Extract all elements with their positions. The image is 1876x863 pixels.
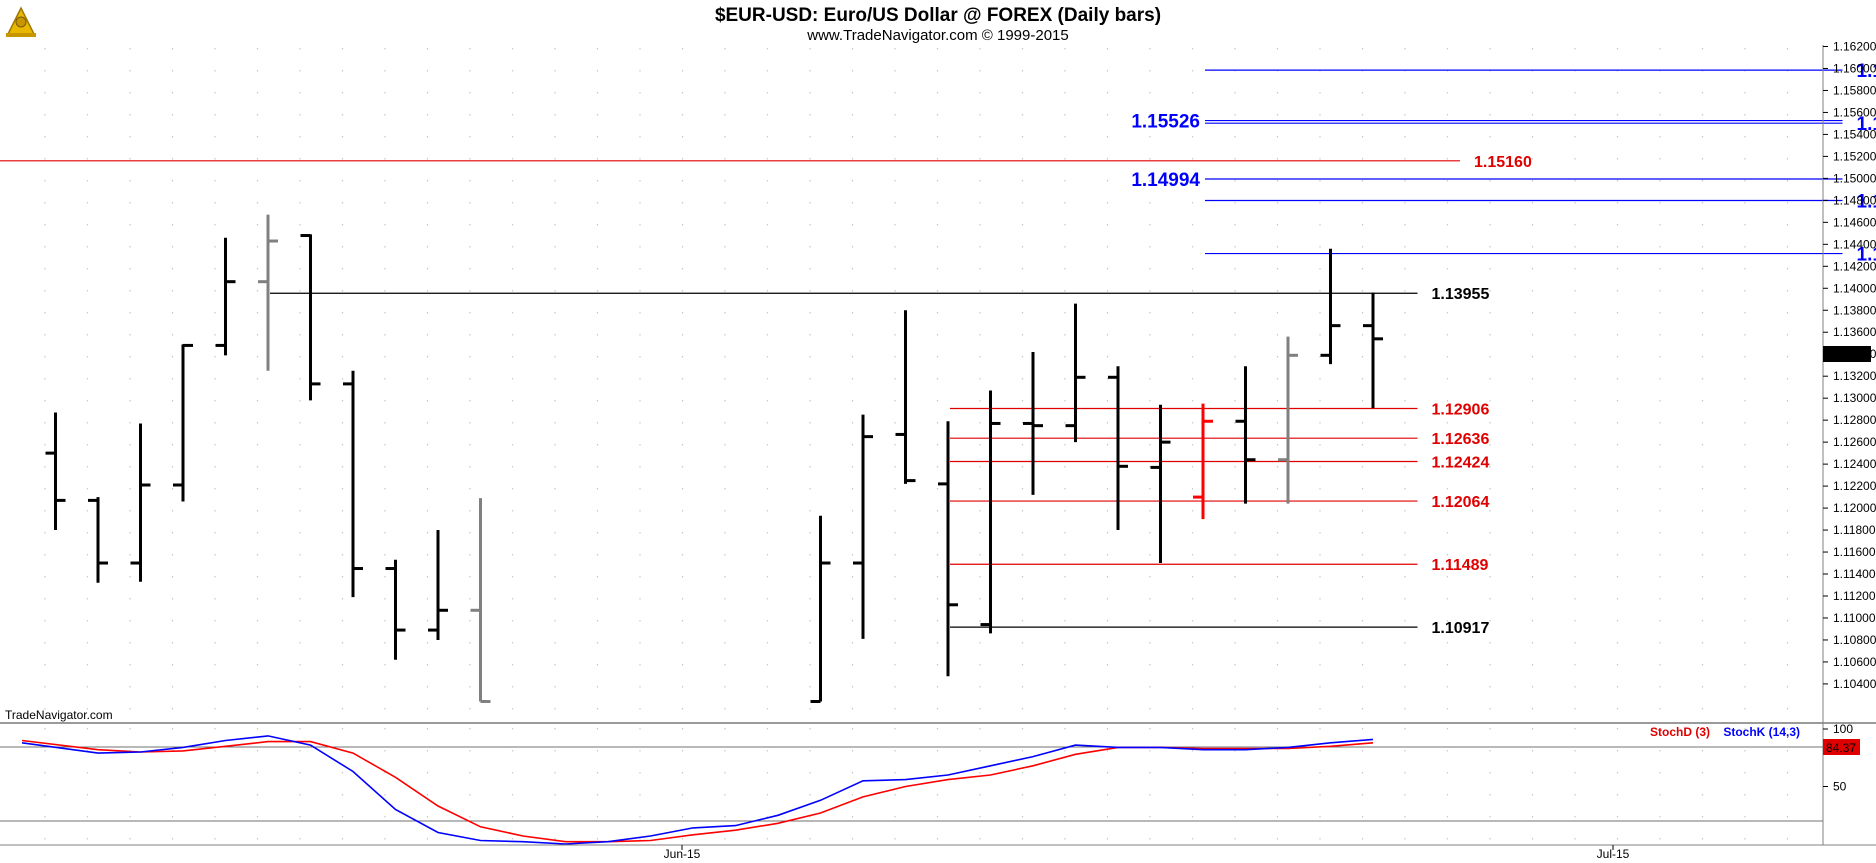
ohlc-bar-20 (1193, 403, 1213, 520)
ohlc-bar-22 (1278, 336, 1298, 504)
ohlc-bar-12 (853, 414, 873, 639)
price-tick-4: 1.15400 (1833, 127, 1876, 141)
ohlc-bar-18 (1108, 366, 1128, 531)
ohlc-bar-11 (810, 515, 831, 703)
date-axis[interactable]: Jun-15 Jul-15 (0, 844, 1876, 861)
level-lines (0, 69, 1843, 628)
level-label-8: 1.12906 (1432, 402, 1490, 419)
ohlc-bar-19 (1150, 404, 1171, 564)
date-label-jun: Jun-15 (664, 847, 701, 861)
price-tick-23: 1.11600 (1833, 545, 1876, 559)
ohlc-bar-14 (938, 421, 958, 677)
level-label-5: 1.14799 (1857, 191, 1876, 212)
price-panel: 1.15985 1.15526 1.15502 1.15160 1.14994 1.147… (0, 45, 1876, 722)
ohlc-bar-7 (343, 370, 363, 598)
chart-title: $EUR-USD: Euro/US Dollar @ FOREX (Daily … (715, 5, 1161, 26)
price-plot-bg (0, 45, 1823, 722)
current-price-badge (1823, 346, 1871, 362)
level-label-11: 1.12064 (1432, 494, 1490, 511)
price-tick-17: 1.12800 (1833, 413, 1876, 427)
ohlc-bar-17 (1065, 303, 1086, 443)
level-label-6: 1.14316 (1857, 245, 1876, 266)
app-logo-icon[interactable] (2, 2, 40, 40)
price-tick-29: 1.10400 (1833, 677, 1876, 691)
date-label-jul: Jul-15 (1597, 847, 1630, 861)
price-tick-24: 1.11400 (1833, 567, 1876, 581)
ohlc-bar-15 (980, 390, 1001, 634)
ohlc-bar-3 (173, 343, 193, 502)
level-label-12: 1.11489 (1432, 557, 1489, 574)
ohlc-bar-13 (895, 310, 916, 484)
stoch-lines (21, 735, 1374, 845)
legend-stochk: StochK (14,3) (1723, 725, 1800, 739)
price-tick-2: 1.15800 (1833, 83, 1876, 97)
ohlc-bar-1 (88, 497, 108, 583)
level-label-1: 1.15526 (1131, 112, 1200, 133)
level-label-2: 1.15502 (1857, 114, 1876, 135)
level-labels: 1.15985 1.15526 1.15502 1.15160 1.14994 1.147… (1131, 61, 1876, 637)
stoch-line-1 (21, 735, 1374, 845)
price-tick-10: 1.14200 (1833, 259, 1876, 273)
price-tick-21: 1.12000 (1833, 501, 1876, 515)
price-tick-8: 1.14600 (1833, 215, 1876, 229)
price-tick-3: 1.15600 (1833, 105, 1876, 119)
price-tick-6: 1.15000 (1833, 171, 1876, 185)
price-tick-15: 1.13200 (1833, 369, 1876, 383)
ohlc-bar-4 (215, 237, 236, 356)
level-label-4: 1.14994 (1131, 170, 1200, 191)
ohlc-bar-23 (1320, 248, 1341, 365)
ohlc-bar-16 (1023, 352, 1043, 495)
stoch-line-0 (21, 739, 1374, 843)
header-bg (0, 0, 1876, 44)
ohlc-bar-9 (428, 530, 448, 640)
level-label-13: 1.10917 (1432, 620, 1490, 637)
current-stoch-label: 84.37 (1826, 741, 1856, 755)
price-tick-26: 1.11000 (1833, 611, 1876, 625)
level-label-9: 1.12636 (1432, 431, 1490, 448)
ohlc-bar-0 (45, 412, 66, 531)
legend-stochd: StochD (3) (1650, 725, 1710, 739)
price-tick-19: 1.12400 (1833, 457, 1876, 471)
stoch-hlines (0, 746, 1823, 822)
price-tick-22: 1.11800 (1833, 523, 1876, 537)
ohlc-bar-6 (300, 234, 321, 401)
price-tick-27: 1.10800 (1833, 633, 1876, 647)
ohlc-bar-2 (130, 423, 151, 582)
price-tick-11: 1.14000 (1833, 281, 1876, 295)
level-label-10: 1.12424 (1432, 454, 1490, 471)
price-tick-28: 1.10600 (1833, 655, 1876, 669)
ohlc-bar-5 (258, 214, 278, 371)
ohlc-bar-8 (385, 559, 406, 660)
price-tick-1: 1.16000 (1833, 61, 1876, 75)
stoch-tick-0: 100 (1833, 722, 1853, 736)
level-label-7: 1.13955 (1432, 286, 1490, 303)
price-tick-20: 1.12200 (1833, 479, 1876, 493)
price-tick-13: 1.13600 (1833, 325, 1876, 339)
price-tick-5: 1.15200 (1833, 149, 1876, 163)
watermark: TradeNavigator.com (5, 708, 113, 722)
price-tick-25: 1.11200 (1833, 589, 1876, 603)
stoch-panel: StochD (3) StochK (14,3) (0, 722, 1876, 845)
price-tick-18: 1.12600 (1833, 435, 1876, 449)
price-tick-12: 1.13800 (1833, 303, 1876, 317)
current-stoch-badge (1823, 739, 1860, 755)
level-label-0: 1.15985 (1857, 61, 1876, 82)
price-tick-9: 1.14400 (1833, 237, 1876, 251)
ohlc-bar-21 (1235, 366, 1256, 504)
level-label-3: 1.15160 (1474, 154, 1532, 171)
price-axis[interactable]: 1.16200 1.16000 1.15800 1.15600 1.15400 1.152… (1822, 39, 1876, 845)
price-tick-7: 1.14800 (1833, 193, 1876, 207)
current-price-label: 1.13538 (1825, 348, 1869, 362)
stoch-tick-1: 50 (1833, 780, 1847, 794)
price-tick-16: 1.13000 (1833, 391, 1876, 405)
price-tick-0: 1.16200 (1833, 39, 1876, 53)
ohlc-bar-24 (1363, 292, 1383, 409)
ohlc-bars (45, 214, 1383, 703)
ohlc-bar-10 (470, 498, 491, 703)
chart-subtitle: www.TradeNavigator.com © 1999-2015 (806, 27, 1068, 44)
